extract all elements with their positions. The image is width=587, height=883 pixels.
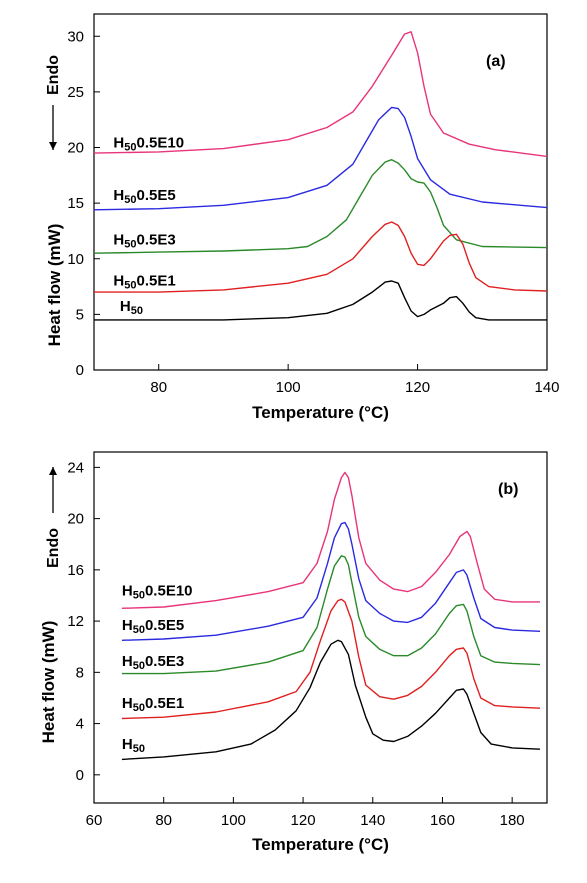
panel-a-panel-label: (a) xyxy=(486,53,506,70)
panel-b-y-tick-label: 4 xyxy=(76,716,84,733)
panel-b-x-tick-label: 160 xyxy=(430,812,455,829)
panel-b-series-line-2 xyxy=(121,555,541,675)
panel-b-y-axis-title: Heat flow (mW) xyxy=(39,621,58,744)
panel-a-x-tick-label: 80 xyxy=(150,379,167,396)
panel-b-x-tick-label: 180 xyxy=(500,812,525,829)
panel-b-y-tick-label: 8 xyxy=(76,664,84,681)
panel-a-y-tick-label: 15 xyxy=(67,195,84,212)
panel-b-chart: 60 80 100 120 140 160 180 0 4 8 12 16 20 24 H500.5E10 H… xyxy=(39,451,548,854)
panel-a-series-line-2 xyxy=(93,159,548,254)
panel-a-plot-frame xyxy=(93,13,548,371)
panel-a-series-label-2: H500.5E3 xyxy=(113,231,175,250)
panel-b-y-tick-label: 12 xyxy=(67,613,84,630)
panel-b-plot-frame xyxy=(93,451,548,804)
panel-b-series-line-1 xyxy=(121,521,541,641)
panel-a-y-axis-title: Heat flow (mW) xyxy=(45,224,64,347)
panel-a-series-line-1 xyxy=(93,106,548,211)
panel-b-x-tick-label: 120 xyxy=(291,812,316,829)
panel-b-series-label-0: H500.5E10 xyxy=(122,582,193,601)
panel-b-series-label-4: H50 xyxy=(122,736,145,755)
panel-a-series-label-4: H50 xyxy=(120,298,143,317)
panel-a-series-line-4 xyxy=(94,280,547,321)
panel-a-series-label-0: H500.5E10 xyxy=(113,135,184,154)
panel-b-y-tick-label: 16 xyxy=(67,562,84,579)
panel-b-y-tick-label: 24 xyxy=(67,459,84,476)
panel-a-chart: 80 100 120 140 0 5 10 15 20 25 30 H500.5E10 H500.5E5… xyxy=(45,13,560,422)
panel-a-y-tick-label: 25 xyxy=(67,84,84,101)
panel-b-endo-label: Endo xyxy=(45,528,62,568)
panel-b-series-label-1: H500.5E5 xyxy=(122,617,184,636)
panel-a-series-label-3: H500.5E1 xyxy=(113,272,175,291)
panel-b-series-label-3: H500.5E1 xyxy=(122,695,184,714)
panel-b-endo-arrow-icon xyxy=(49,467,57,513)
panel-b-series-line-0 xyxy=(121,471,540,609)
panel-b-series-line-3 xyxy=(121,598,541,720)
panel-a-x-axis-title: Temperature (°C) xyxy=(252,403,389,422)
panel-b-panel-label: (b) xyxy=(498,481,518,498)
panel-b-series-line-4 xyxy=(121,639,541,761)
panel-b-x-tick-label: 140 xyxy=(360,812,385,829)
panel-a-y-tick-label: 10 xyxy=(67,251,84,268)
panel-b-x-tick-label: 60 xyxy=(86,812,103,829)
panel-a-endo-label: Endo xyxy=(45,55,62,95)
panel-b-y-tick-label: 20 xyxy=(67,511,84,528)
panel-b-y-tick-label: 0 xyxy=(76,767,84,784)
panel-a-series-line-0 xyxy=(93,31,548,158)
panel-a-x-tick-label: 140 xyxy=(534,379,559,396)
panel-a-y-tick-label: 20 xyxy=(67,140,84,157)
panel-a-y-tick-label: 0 xyxy=(76,362,84,379)
panel-a-series-line-3 xyxy=(94,221,548,293)
panel-a-y-tick-label: 30 xyxy=(67,28,84,45)
panel-b-x-tick-label: 100 xyxy=(221,812,246,829)
panel-a-endo-arrow-icon xyxy=(49,105,57,150)
panel-a-x-tick-label: 120 xyxy=(405,379,430,396)
panel-b-x-axis-title: Temperature (°C) xyxy=(252,835,389,854)
panel-a-y-tick-label: 5 xyxy=(76,306,84,323)
panel-a-x-tick-label: 100 xyxy=(276,379,301,396)
panel-b-x-tick-label: 80 xyxy=(155,812,172,829)
panel-a-series-label-1: H500.5E5 xyxy=(113,187,175,206)
panel-b-series-label-2: H500.5E3 xyxy=(122,653,184,672)
